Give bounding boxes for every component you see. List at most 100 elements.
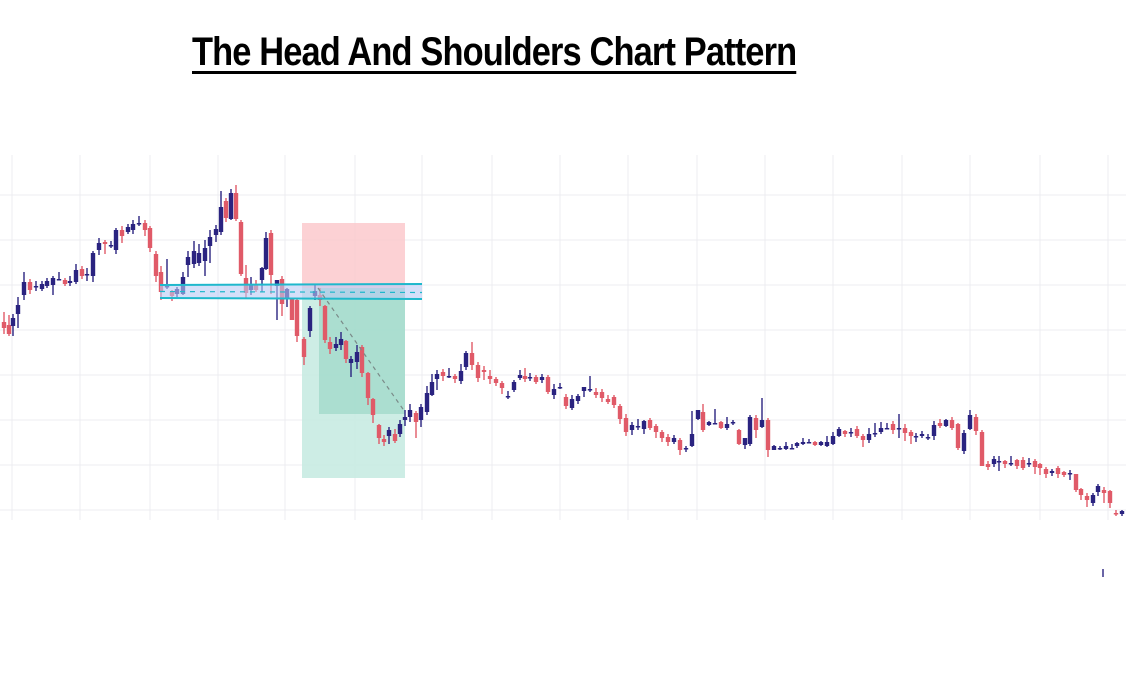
candle-bearish	[718, 422, 724, 428]
candle-bullish	[348, 359, 354, 363]
candle-bearish	[599, 392, 605, 398]
candle-bearish	[343, 341, 349, 359]
candle-bearish	[27, 282, 33, 290]
candle-bearish	[545, 377, 551, 392]
candle-bullish	[759, 420, 765, 427]
candle-bullish	[671, 438, 677, 442]
candle-bearish	[902, 428, 908, 433]
candle-bullish	[511, 382, 517, 390]
candle-bullish	[641, 421, 647, 429]
candle-bullish	[213, 229, 219, 235]
candle-bullish	[1049, 471, 1055, 473]
candle-bearish	[593, 392, 599, 395]
candle-bearish	[1084, 496, 1090, 500]
candle-bullish	[587, 389, 593, 391]
neckline-top-line	[159, 283, 423, 286]
candle-bullish	[931, 425, 937, 436]
candle-bullish	[824, 442, 830, 446]
candle-bearish	[365, 373, 371, 398]
candle-bullish	[185, 257, 191, 265]
candle-bullish	[446, 376, 452, 378]
candle-bullish	[386, 430, 392, 436]
candle-bearish	[79, 269, 85, 276]
candle-bearish	[890, 424, 896, 430]
candle-bullish	[90, 253, 96, 276]
candle-bullish	[783, 446, 789, 449]
candle-bearish	[665, 437, 671, 442]
candle-bearish	[1073, 474, 1079, 490]
candle-bullish	[517, 375, 523, 378]
candle-bullish	[73, 270, 79, 282]
candle-bullish	[96, 243, 102, 250]
candle-bullish	[402, 417, 408, 420]
candle-bearish	[233, 193, 239, 219]
candle-bearish	[973, 417, 979, 431]
candle-bearish	[563, 397, 569, 406]
candle-bearish	[623, 418, 629, 432]
candle-bullish	[218, 207, 224, 232]
candle-bearish	[102, 242, 108, 244]
candle-bullish	[771, 446, 777, 450]
candle-bearish	[937, 423, 943, 426]
candle-bearish	[62, 280, 68, 284]
candle-bearish	[268, 233, 274, 275]
candle-bullish	[806, 442, 812, 444]
candle-bearish	[1, 322, 7, 328]
candle-bullish	[136, 223, 142, 225]
candle-bearish	[1101, 490, 1107, 493]
candle-bullish	[683, 448, 689, 450]
candle-bullish	[724, 424, 730, 428]
candle-bearish	[142, 223, 148, 230]
projection-line	[317, 287, 406, 413]
candle-bullish	[429, 382, 435, 395]
candle-bearish	[499, 383, 505, 388]
candle-bullish	[919, 434, 925, 436]
candle-bearish	[469, 353, 475, 365]
neckline-midline	[159, 290, 423, 294]
candle-bullish	[207, 237, 213, 246]
candle-bullish	[581, 387, 587, 391]
candle-bullish	[458, 371, 464, 381]
candle-bullish	[991, 459, 997, 464]
candle-bullish	[307, 308, 313, 331]
candle-bullish	[407, 410, 413, 417]
candle-bearish	[370, 399, 376, 415]
candle-bullish	[635, 426, 641, 428]
candle-bearish	[854, 429, 860, 436]
candle-bullish	[418, 407, 424, 420]
candle-bearish	[812, 442, 818, 445]
candle-bullish	[259, 268, 265, 280]
candle-bullish	[800, 442, 806, 444]
candle-bearish	[481, 370, 487, 372]
candle-bullish	[84, 274, 90, 276]
candle-bullish	[878, 428, 884, 432]
candle-bearish	[223, 201, 229, 218]
candle-bullish	[333, 344, 339, 348]
candle-bearish	[322, 306, 328, 340]
candle-bearish	[289, 299, 295, 320]
candle-bullish	[338, 339, 344, 345]
candle-bullish	[39, 284, 45, 289]
candle-bearish	[860, 436, 866, 440]
chart-title: The Head And Shoulders Chart Pattern	[192, 30, 797, 74]
candle-bearish	[677, 440, 683, 450]
candle-bullish	[463, 353, 469, 367]
candle-bullish	[424, 393, 430, 412]
candles	[1, 185, 1125, 577]
candle-bullish	[263, 238, 269, 269]
candle-bearish	[955, 424, 961, 448]
candle-bearish	[1107, 491, 1113, 503]
candle-bearish	[1113, 513, 1119, 515]
candle-bullish	[1067, 473, 1073, 475]
candle-bullish	[505, 396, 511, 398]
candle-bullish	[943, 420, 949, 426]
candle-bullish	[818, 442, 824, 445]
candle-bullish	[228, 193, 234, 219]
candle-bullish	[747, 417, 753, 444]
candle-bullish	[1095, 486, 1101, 492]
candle-bearish	[700, 412, 706, 430]
candle-bullish	[777, 448, 783, 450]
candle-bullish	[67, 281, 73, 283]
candle-bearish	[452, 376, 458, 379]
gridlines	[0, 155, 1126, 520]
